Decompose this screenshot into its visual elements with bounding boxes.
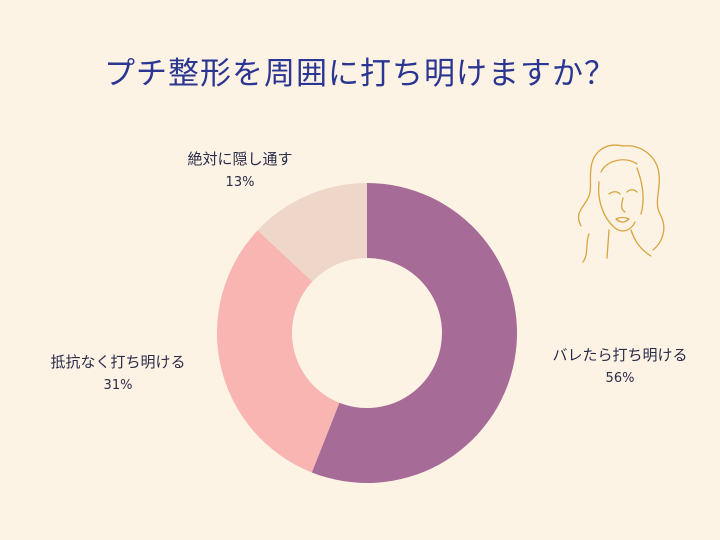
woman-face-line-art-icon [577, 144, 665, 263]
slice-value-label: 13% [225, 175, 255, 190]
chart-title: プチ整形を周囲に打ち明けますか？ [104, 56, 616, 92]
slice-category-label: バレたら打ち明ける [552, 346, 688, 364]
slice-category-label: 絶対に隠し通す [187, 150, 293, 168]
slice-category-label: 抵抗なく打ち明ける [50, 353, 186, 371]
slice-label-reveal-freely: 抵抗なく打ち明ける 31% [18, 350, 218, 398]
slice-value-label: 56% [605, 371, 635, 386]
slice-reveal-if-found [311, 183, 518, 483]
slice-value-label: 31% [103, 378, 133, 393]
slice-hide-forever [257, 183, 367, 282]
slice-reveal-freely [216, 230, 340, 473]
slice-label-hide-forever: 絶対に隠し通す 13% [140, 147, 340, 195]
slice-label-reveal-if-found: バレたら打ち明ける 56% [520, 343, 720, 391]
